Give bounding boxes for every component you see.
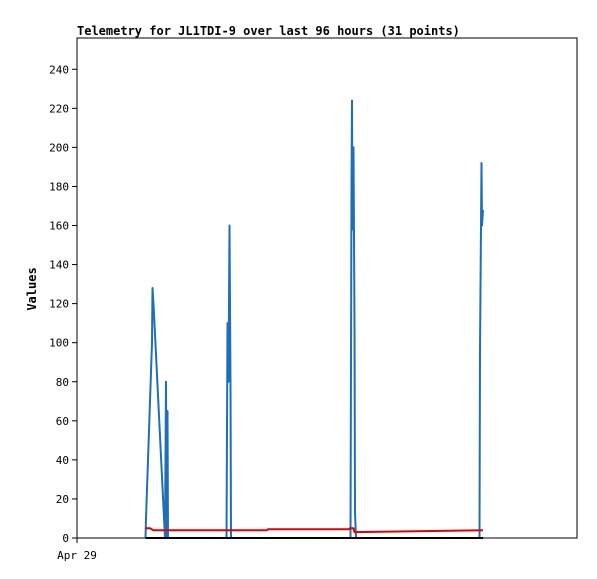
y-tick-label: 220 [49, 102, 69, 115]
y-tick-label: 40 [56, 454, 69, 467]
y-axis-label: Values [25, 267, 39, 310]
x-tick-label: Apr 29 [57, 549, 97, 562]
series-line-1 [145, 527, 484, 534]
y-tick-label: 20 [56, 493, 69, 506]
chart-title: Telemetry for JL1TDI-9 over last 96 hour… [77, 24, 460, 38]
y-tick-label: 160 [49, 220, 69, 233]
y-tick-label: 60 [56, 415, 69, 428]
y-tick-label: 0 [62, 532, 69, 545]
y-tick-label: 80 [56, 376, 69, 389]
y-tick-label: 100 [49, 337, 69, 350]
series-line-0 [144, 99, 484, 539]
y-axis: 0 20 40 60 80 100 120 140 160 180 200 220 240 [49, 63, 77, 545]
y-tick-label: 120 [49, 298, 69, 311]
y-tick-label: 200 [49, 141, 69, 154]
y-tick-label: 240 [49, 63, 69, 76]
series-layer [144, 99, 484, 539]
x-axis: Apr 29 [57, 538, 97, 562]
y-tick-label: 140 [49, 259, 69, 272]
y-tick-label: 180 [49, 180, 69, 193]
